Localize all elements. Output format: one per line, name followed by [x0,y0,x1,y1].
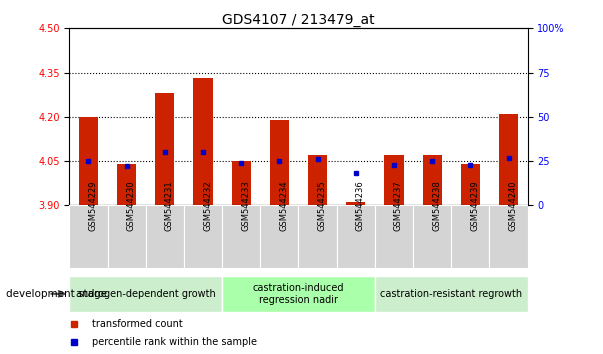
Bar [232,161,251,205]
Text: GSM544235: GSM544235 [318,180,327,231]
Bar [499,114,518,205]
Bar [69,205,107,268]
Bar [117,164,136,205]
Text: GSM544231: GSM544231 [165,180,174,231]
Bar [194,79,212,205]
Bar [298,205,336,268]
Bar [184,205,222,268]
Bar [375,276,528,312]
Text: GSM544232: GSM544232 [203,180,212,231]
Text: androgen-dependent growth: androgen-dependent growth [76,289,216,299]
Text: GSM544233: GSM544233 [241,180,250,231]
Bar [385,155,403,205]
Bar [375,205,413,268]
Bar [423,155,441,205]
Bar [346,202,365,205]
Text: transformed count: transformed count [92,319,183,329]
Text: GSM544237: GSM544237 [394,180,403,231]
Bar [490,205,528,268]
Text: castration-induced
regression nadir: castration-induced regression nadir [253,283,344,305]
Text: GSM544239: GSM544239 [470,180,479,231]
Text: GSM544229: GSM544229 [89,180,98,230]
Text: GSM544238: GSM544238 [432,180,441,231]
Bar [155,93,174,205]
Text: GSM544234: GSM544234 [279,180,288,231]
Text: castration-resistant regrowth: castration-resistant regrowth [380,289,522,299]
Bar [69,276,222,312]
Bar [222,276,375,312]
Bar [461,164,480,205]
Title: GDS4107 / 213479_at: GDS4107 / 213479_at [222,13,375,27]
Text: GSM544240: GSM544240 [508,180,517,230]
Bar [270,120,289,205]
Bar [413,205,451,268]
Bar [308,155,327,205]
Text: development stage: development stage [6,289,107,299]
Bar [79,117,98,205]
Text: GSM544236: GSM544236 [356,180,365,231]
Bar [107,205,146,268]
Text: percentile rank within the sample: percentile rank within the sample [92,337,257,347]
Bar [222,205,260,268]
Bar [336,205,375,268]
Bar [451,205,490,268]
Text: GSM544230: GSM544230 [127,180,136,231]
Bar [146,205,184,268]
Bar [260,205,298,268]
